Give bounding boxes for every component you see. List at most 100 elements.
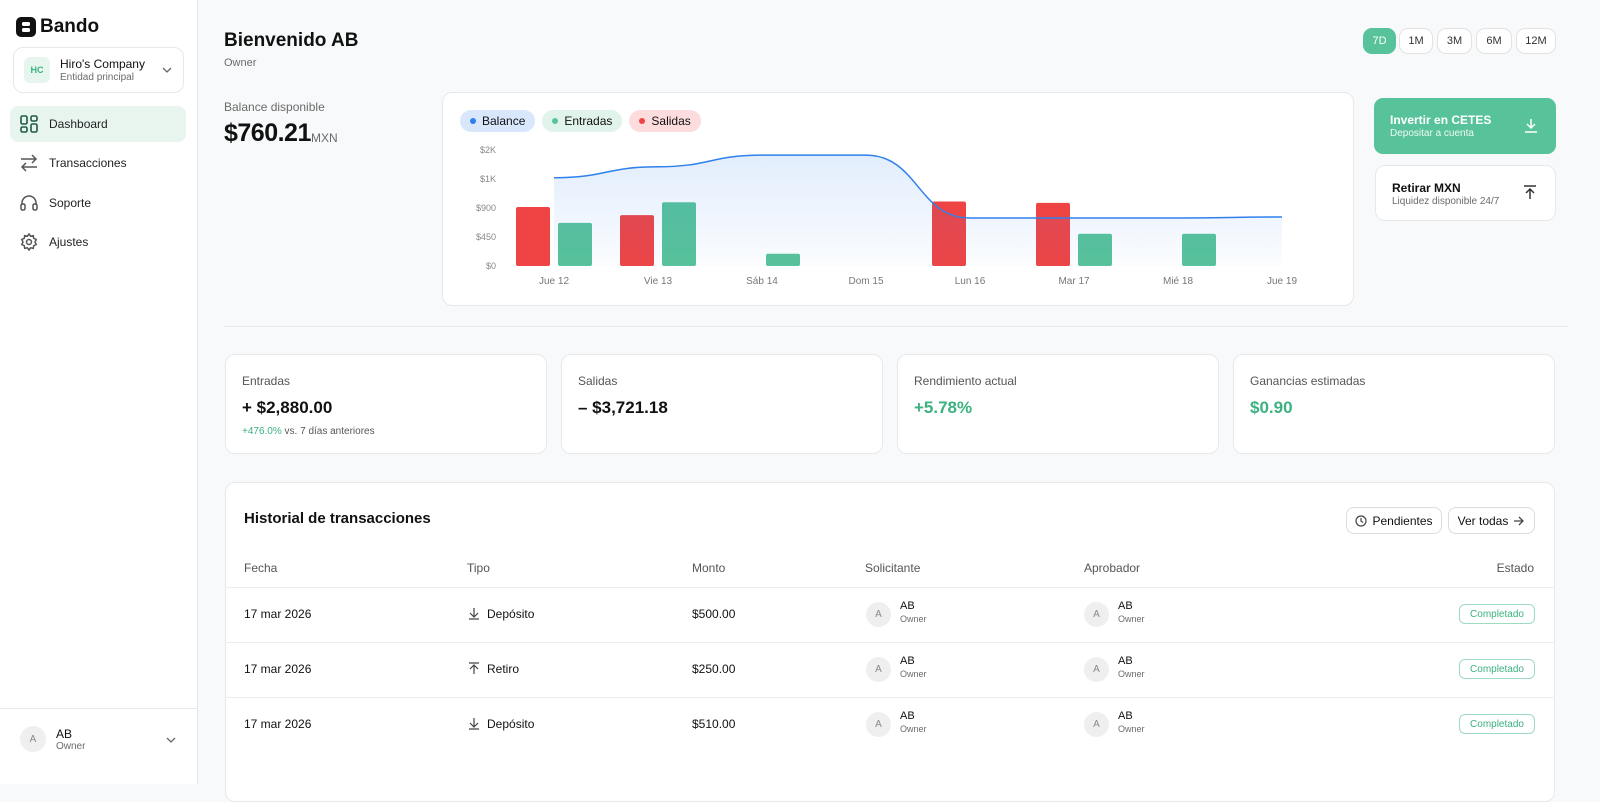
cell-amount: $500.00 <box>692 607 736 621</box>
row-divider <box>225 697 1555 698</box>
page-subtitle: Owner <box>224 57 257 69</box>
person-name: AB <box>1118 600 1133 612</box>
legend-dot <box>639 118 646 124</box>
nav-label: Ajustes <box>49 235 89 249</box>
column-header: Aprobador <box>1084 561 1141 575</box>
x-tick-label: Jue 12 <box>539 276 569 287</box>
cell-type: Depósito <box>487 607 535 621</box>
stat-label: Entradas <box>242 374 291 388</box>
stat-label: Salidas <box>578 374 618 388</box>
y-tick-label: $450 <box>476 232 496 242</box>
brand-name: Bando <box>40 16 100 37</box>
legend-label: Entradas <box>564 114 613 128</box>
cell-date: 17 mar 2026 <box>244 662 312 676</box>
balance-amount: $760.21 <box>224 119 311 147</box>
x-tick-label: Sáb 14 <box>746 276 778 287</box>
stat-value: +5.78% <box>914 398 973 417</box>
action-card[interactable]: Invertir en CETES Depositar a cuenta <box>1374 98 1556 154</box>
status-badge: Completado <box>1459 604 1535 624</box>
legend: Balance Entradas Salidas <box>460 110 701 132</box>
y-tick-label: $2K <box>480 145 496 155</box>
stat-label: Ganancias estimadas <box>1250 374 1366 388</box>
y-tick-label: $1K <box>480 174 496 184</box>
nav-label: Transacciones <box>49 156 127 170</box>
button-label: Pendientes <box>1372 513 1433 528</box>
cell-type: Depósito <box>487 717 535 731</box>
y-tick-label: $900 <box>476 203 496 213</box>
nav-item[interactable]: Soporte <box>10 185 186 221</box>
person-name: AB <box>900 710 915 722</box>
user-role: Owner <box>56 741 86 752</box>
person-role: Owner <box>1118 669 1145 679</box>
stat-note-text: vs. 7 días anteriores <box>284 426 375 437</box>
balance-label: Balance disponible <box>224 100 325 114</box>
type-icon <box>468 607 480 625</box>
view-all-button[interactable]: Ver todas <box>1448 507 1535 534</box>
stat-card: Entradas + $2,880.00 +476.0% vs. 7 días … <box>225 354 547 454</box>
balance-line <box>553 154 1283 219</box>
type-icon <box>468 717 480 735</box>
action-subtitle: Liquidez disponible 24/7 <box>1392 196 1500 207</box>
column-header: Fecha <box>244 561 278 575</box>
chevron-icon <box>162 67 172 73</box>
legend-dot <box>552 118 559 124</box>
stat-card: Salidas – $3,721.18 <box>561 354 883 454</box>
nav-item[interactable]: Ajustes <box>10 224 186 260</box>
range-button[interactable]: 1M <box>1399 28 1433 54</box>
company-switcher[interactable]: HC Hiro's Company Entidad principal <box>13 47 184 93</box>
divider <box>224 326 1568 327</box>
user-avatar: A <box>20 726 46 752</box>
person-role: Owner <box>900 724 927 734</box>
chart-card: Balance Entradas Salidas $0 $450 $900 $1K $2K J… <box>442 92 1354 306</box>
action-title: Retirar MXN <box>1392 181 1461 195</box>
divider <box>0 708 197 709</box>
cell-type: Retiro <box>487 662 520 676</box>
type-icon <box>468 662 480 680</box>
chevron-icon[interactable] <box>166 736 176 744</box>
nav-item[interactable]: Transacciones <box>10 145 186 181</box>
x-tick-label: Lun 16 <box>955 276 986 287</box>
action-card[interactable]: Retirar MXN Liquidez disponible 24/7 <box>1375 165 1556 221</box>
stat-value: $0.90 <box>1250 398 1293 417</box>
stat-value: + $2,880.00 <box>242 398 333 417</box>
row-divider <box>225 642 1555 643</box>
download-icon <box>1525 119 1537 133</box>
bar <box>516 207 550 266</box>
balance-area <box>554 155 1282 266</box>
y-tick-label: $0 <box>486 261 496 271</box>
company-avatar: HC <box>24 57 50 83</box>
person-role: Owner <box>900 669 927 679</box>
range-button[interactable]: 3M <box>1437 28 1472 54</box>
range-button[interactable]: 7D <box>1363 28 1396 54</box>
company-name: Hiro's Company <box>60 57 145 71</box>
avatar: A <box>1084 657 1109 682</box>
column-header: Solicitante <box>865 561 921 575</box>
chart: $0 $450 $900 $1K $2K Jue 12 Vie 13 Sáb 14 Dom 15… <box>476 145 1297 287</box>
stat-change: +476.0% <box>242 426 282 437</box>
pending-button[interactable]: Pendientes <box>1346 507 1442 534</box>
type-arrow <box>469 718 479 730</box>
user-name: AB <box>56 727 73 741</box>
nav-label: Dashboard <box>49 117 108 131</box>
row-divider <box>225 587 1555 588</box>
status-badge: Completado <box>1459 714 1535 734</box>
person-role: Owner <box>1118 724 1145 734</box>
stat-note: +476.0% vs. 7 días anteriores <box>242 426 375 437</box>
avatar: A <box>866 712 891 737</box>
sidebar: Bando HC Hiro's Company Entidad principa… <box>0 0 198 784</box>
status-badge: Completado <box>1459 659 1535 679</box>
button-label: Ver todas <box>1457 513 1509 528</box>
support-icon <box>20 195 38 211</box>
x-tick-label: Mar 17 <box>1058 276 1090 287</box>
x-tick-label: Vie 13 <box>644 276 673 287</box>
nav-item[interactable]: Dashboard <box>10 106 186 142</box>
upload-icon <box>1524 185 1536 199</box>
range-button[interactable]: 12M <box>1516 28 1556 54</box>
person-name: AB <box>1118 655 1133 667</box>
range-button[interactable]: 6M <box>1476 28 1512 54</box>
person-name: AB <box>1118 710 1133 722</box>
page-title: Bienvenido AB <box>224 30 359 51</box>
column-header: Estado <box>1496 561 1534 575</box>
x-tick-label: Dom 15 <box>848 276 883 287</box>
action-title: Invertir en CETES <box>1390 113 1492 127</box>
